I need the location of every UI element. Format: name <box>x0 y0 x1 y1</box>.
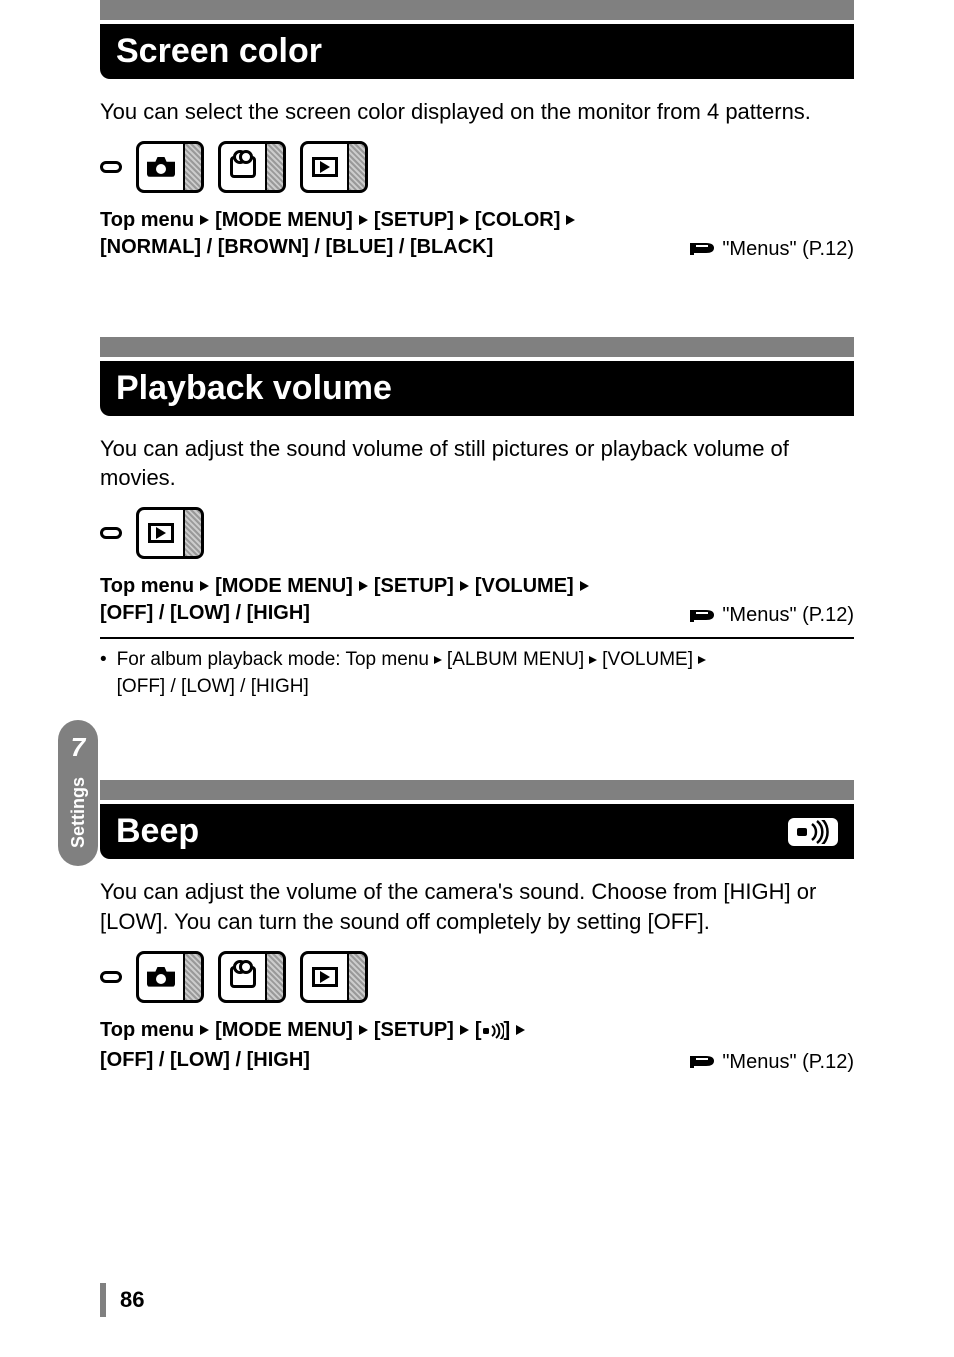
path-seg: ] <box>504 1019 511 1041</box>
path-prefix: Top menu <box>100 209 194 231</box>
path-seg: [SETUP] <box>374 209 454 231</box>
path-options: [NORMAL] / [BROWN] / [BLUE] / [BLACK] <box>100 236 493 258</box>
path-seg: [VOLUME] <box>475 575 574 597</box>
note-seg: [ALBUM MENU] <box>447 649 584 670</box>
page-reference: "Menus" (P.12) <box>688 238 854 261</box>
section-header-beep: Beep <box>100 804 854 859</box>
path-options: [OFF] / [LOW] / [HIGH] <box>100 602 310 624</box>
menu-path-row: Top menu [MODE MENU] [SETUP] [] [OFF] / [LO… <box>100 1017 854 1074</box>
mode-dial-play-icon <box>136 507 204 559</box>
note-prefix: For album playback mode: Top menu <box>117 649 429 670</box>
page-reference: "Menus" (P.12) <box>688 1051 854 1074</box>
page-footer: 86 <box>100 1283 144 1317</box>
pointer-icon <box>688 1052 716 1072</box>
mode-icons-row <box>100 507 854 559</box>
mode-icons-row <box>100 951 854 1003</box>
pointer-icon <box>688 239 716 259</box>
mode-dial-movie-icon <box>218 951 286 1003</box>
beep-inline-icon <box>482 1020 504 1047</box>
section-body: You can select the screen color displaye… <box>100 97 854 127</box>
mode-dial-camera-icon <box>136 951 204 1003</box>
bullet: • <box>100 647 107 700</box>
path-seg: [ <box>475 1019 482 1041</box>
menu-path-text: Top menu [MODE MENU] [SETUP] [COLOR] [NORMA… <box>100 207 668 261</box>
manual-page: Screen color You can select the screen c… <box>0 0 954 1357</box>
mode-dial-movie-icon <box>218 141 286 193</box>
chapter-label: Settings <box>68 777 89 848</box>
pointer-icon <box>688 606 716 626</box>
spacer <box>100 267 854 337</box>
beep-icon <box>788 818 838 846</box>
path-seg: [SETUP] <box>374 575 454 597</box>
spacer <box>100 700 854 780</box>
note-options: [OFF] / [LOW] / [HIGH] <box>117 676 309 697</box>
path-seg: [MODE MENU] <box>215 209 353 231</box>
section-title: Playback volume <box>116 369 392 408</box>
chapter-tab: 7 Settings <box>58 720 98 866</box>
section-body: You can adjust the sound volume of still… <box>100 434 854 493</box>
menu-path-text: Top menu [MODE MENU] [SETUP] [VOLUME] [OFF]… <box>100 573 668 627</box>
mode-switch-icon <box>100 161 122 173</box>
section-header-playback-volume: Playback volume <box>100 361 854 416</box>
section-divider <box>100 337 854 357</box>
mode-dial-play-icon <box>300 141 368 193</box>
reference-label: "Menus" (P.12) <box>722 604 854 627</box>
path-seg: [SETUP] <box>374 1019 454 1041</box>
chapter-number: 7 <box>71 732 85 763</box>
menu-path-row: Top menu [MODE MENU] [SETUP] [VOLUME] [OFF]… <box>100 573 854 627</box>
path-seg: [COLOR] <box>475 209 561 231</box>
mode-switch-icon <box>100 971 122 983</box>
mode-dial-play-icon <box>300 951 368 1003</box>
note-block: • For album playback mode: Top menu [ALBU… <box>100 637 854 700</box>
path-options: [OFF] / [LOW] / [HIGH] <box>100 1049 310 1071</box>
section-header-screen-color: Screen color <box>100 24 854 79</box>
path-prefix: Top menu <box>100 575 194 597</box>
reference-label: "Menus" (P.12) <box>722 1051 854 1074</box>
path-seg: [MODE MENU] <box>215 575 353 597</box>
footer-bar-icon <box>100 1283 106 1317</box>
section-title: Beep <box>116 812 199 851</box>
section-body: You can adjust the volume of the camera'… <box>100 877 854 936</box>
page-number: 86 <box>120 1287 144 1313</box>
section-title: Screen color <box>116 32 322 71</box>
note-seg: [VOLUME] <box>602 649 693 670</box>
page-reference: "Menus" (P.12) <box>688 604 854 627</box>
mode-icons-row <box>100 141 854 193</box>
section-divider <box>100 780 854 800</box>
menu-path-text: Top menu [MODE MENU] [SETUP] [] [OFF] / [LO… <box>100 1017 668 1074</box>
reference-label: "Menus" (P.12) <box>722 238 854 261</box>
note-text: For album playback mode: Top menu [ALBUM … <box>117 647 711 700</box>
mode-dial-camera-icon <box>136 141 204 193</box>
path-prefix: Top menu <box>100 1019 194 1041</box>
menu-path-row: Top menu [MODE MENU] [SETUP] [COLOR] [NORMA… <box>100 207 854 261</box>
path-seg: [MODE MENU] <box>215 1019 353 1041</box>
section-divider <box>100 0 854 20</box>
mode-switch-icon <box>100 527 122 539</box>
